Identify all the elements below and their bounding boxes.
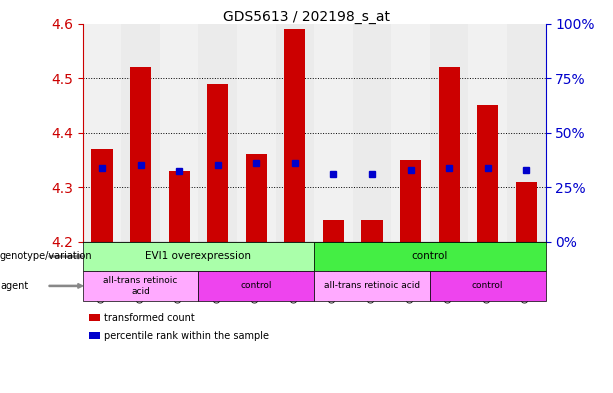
Bar	[438, 67, 460, 242]
Bar	[83, 24, 121, 242]
Text: agent: agent	[0, 281, 28, 291]
Bar	[430, 24, 468, 242]
Bar	[516, 182, 537, 242]
Text: GDS5613 / 202198_s_at: GDS5613 / 202198_s_at	[223, 10, 390, 24]
Text: percentile rank within the sample: percentile rank within the sample	[104, 331, 269, 341]
Bar	[121, 24, 160, 242]
Bar	[477, 105, 498, 242]
Bar	[391, 24, 430, 242]
Bar	[246, 154, 267, 242]
Text: transformed count: transformed count	[104, 313, 195, 323]
Bar	[276, 24, 314, 242]
Bar	[323, 220, 344, 242]
Text: control: control	[412, 252, 448, 261]
Bar	[314, 24, 352, 242]
Bar	[284, 29, 305, 242]
Bar	[352, 24, 391, 242]
Text: genotype/variation: genotype/variation	[0, 252, 93, 261]
Text: control: control	[472, 281, 503, 290]
Bar	[400, 160, 421, 242]
Bar	[91, 149, 113, 242]
Bar	[199, 24, 237, 242]
Bar	[169, 171, 190, 242]
Bar	[130, 67, 151, 242]
Bar	[507, 24, 546, 242]
Text: control: control	[240, 281, 272, 290]
Bar	[468, 24, 507, 242]
Text: EVI1 overexpression: EVI1 overexpression	[145, 252, 251, 261]
Bar	[160, 24, 199, 242]
Bar	[237, 24, 276, 242]
Text: all-trans retinoic acid: all-trans retinoic acid	[324, 281, 420, 290]
Bar	[207, 84, 229, 242]
Bar	[362, 220, 383, 242]
Text: all-trans retinoic
acid: all-trans retinoic acid	[104, 276, 178, 296]
